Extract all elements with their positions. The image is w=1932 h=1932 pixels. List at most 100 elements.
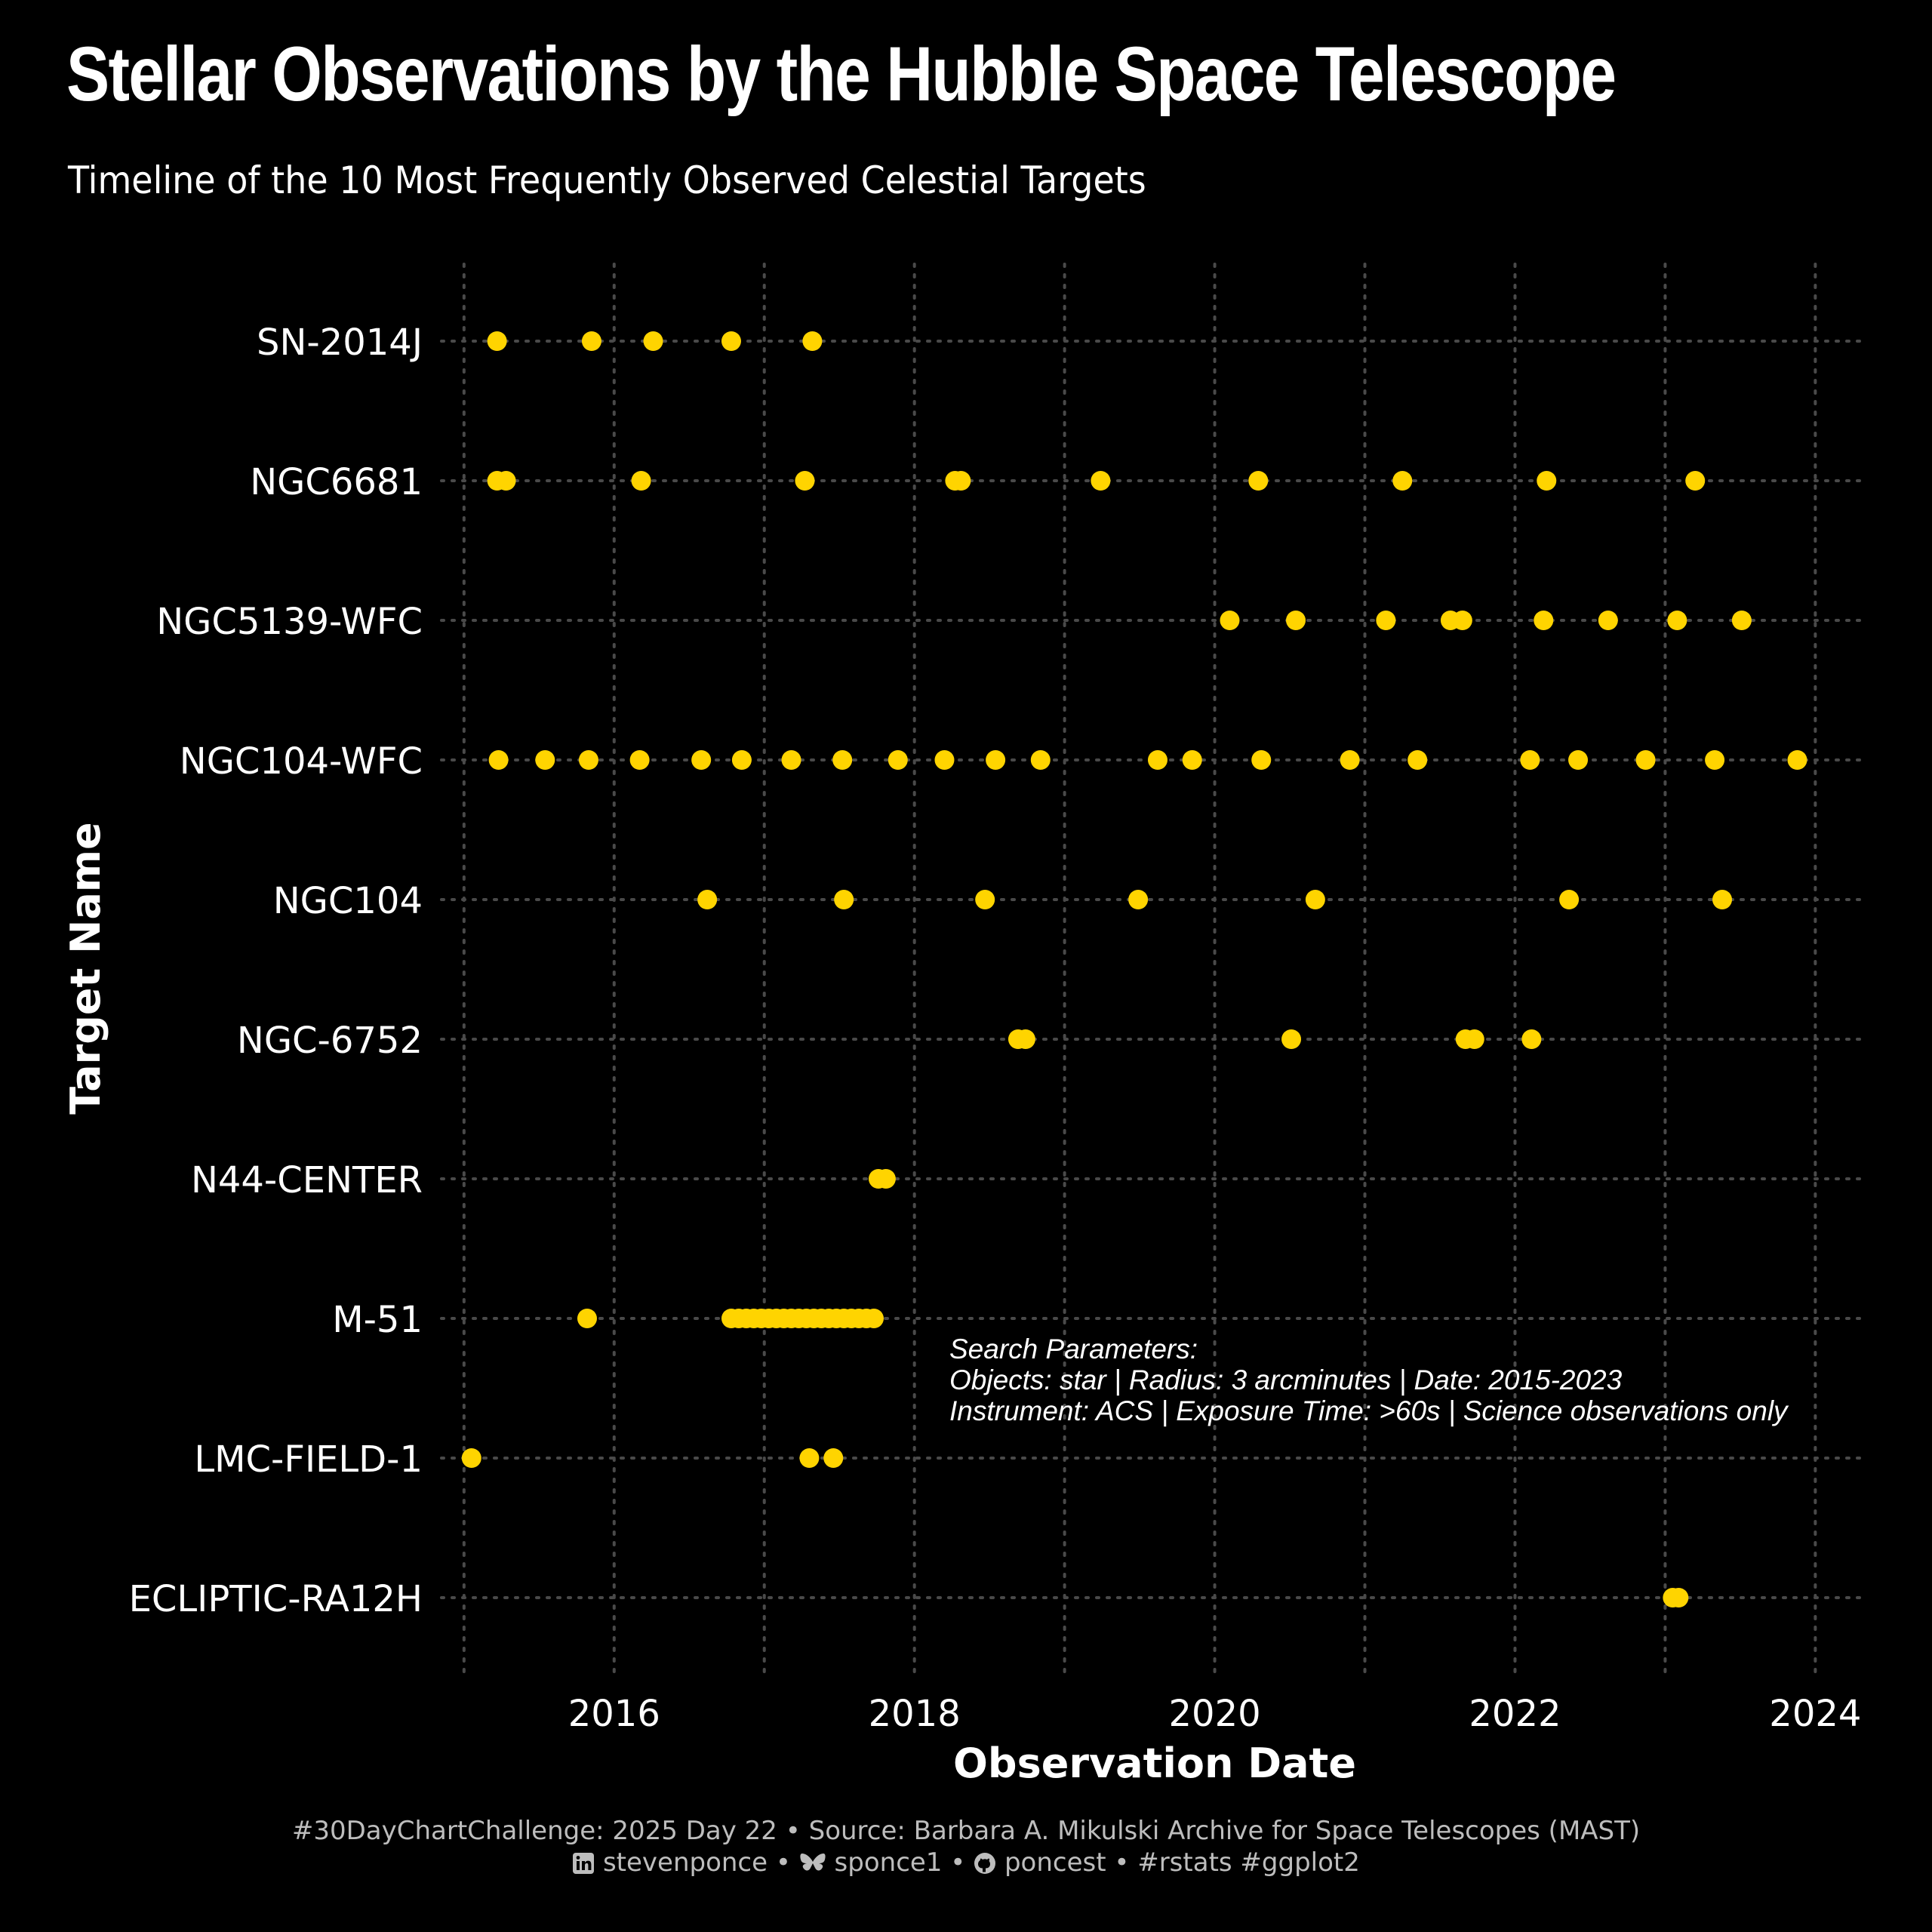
data-point [1635, 750, 1656, 770]
data-point [1030, 750, 1051, 770]
data-point [1251, 750, 1272, 770]
chart-title: Stellar Observations by the Hubble Space… [66, 31, 1617, 117]
data-point [496, 471, 516, 491]
data-point [832, 750, 853, 770]
data-point [1598, 611, 1618, 630]
data-point [1705, 750, 1725, 770]
caption-line-social: stevenponce • sponce1 • poncest • #rstat… [0, 1847, 1932, 1882]
data-point [535, 750, 555, 770]
data-point [781, 750, 801, 770]
chart-subtitle: Timeline of the 10 Most Frequently Obser… [68, 158, 1146, 202]
y-tick-label: M-51 [332, 1299, 423, 1341]
data-point [581, 331, 601, 351]
y-tick-label: SN-2014J [257, 321, 423, 364]
data-point [487, 331, 507, 351]
data-point [1534, 611, 1554, 630]
data-point [1537, 471, 1557, 491]
annotation-line: Objects: star | Radius: 3 arcminutes | D… [949, 1364, 1623, 1395]
data-point [1248, 471, 1269, 491]
annotation-line: Instrument: ACS | Exposure Time: >60s | … [949, 1395, 1789, 1426]
data-point [834, 890, 854, 909]
data-point [951, 471, 971, 491]
y-axis-tick-labels: SN-2014J NGC6681 NGC5139-WFC NGC104-WFC NGC1… [129, 321, 423, 1620]
data-point [578, 750, 598, 770]
data-point [1559, 890, 1580, 909]
data-point [1521, 1029, 1542, 1049]
data-point [643, 331, 663, 351]
data-point [1452, 611, 1472, 630]
data-point [1286, 611, 1306, 630]
data-point [631, 471, 651, 491]
bluesky-butterfly-icon [799, 1850, 826, 1882]
data-point [795, 471, 815, 491]
linkedin-icon [572, 1850, 595, 1882]
data-point [802, 331, 823, 351]
caption-separator: • [950, 1847, 966, 1878]
data-point [1340, 750, 1360, 770]
data-point [888, 750, 908, 770]
caption-separator: • [775, 1847, 791, 1878]
caption-separator: • [1114, 1847, 1130, 1878]
data-points [461, 331, 1807, 1607]
data-point [1568, 750, 1589, 770]
y-tick-label: NGC6681 [250, 461, 423, 503]
data-point [934, 750, 955, 770]
data-point [1091, 471, 1111, 491]
linkedin-handle[interactable]: stevenponce [602, 1847, 768, 1878]
bluesky-handle[interactable]: sponce1 [834, 1847, 943, 1878]
data-point [1787, 750, 1807, 770]
data-point [1128, 890, 1149, 909]
github-handle[interactable]: poncest [1004, 1847, 1106, 1878]
y-tick-label: ECLIPTIC-RA12H [129, 1578, 423, 1620]
y-tick-label: NGC5139-WFC [156, 601, 423, 643]
y-tick-label: NGC104 [273, 880, 423, 922]
data-point [1731, 611, 1752, 630]
annotation-line: Search Parameters: [949, 1334, 1198, 1364]
data-point [461, 1448, 481, 1468]
data-point [799, 1448, 820, 1468]
data-point [863, 1309, 884, 1328]
search-parameters-annotation: Search Parameters:Objects: star | Radius… [949, 1334, 1789, 1426]
x-tick-label: 2018 [869, 1693, 961, 1735]
data-point [1305, 890, 1325, 909]
caption: #30DayChartChallenge: 2025 Day 22 • Sour… [0, 1815, 1932, 1882]
x-tick-label: 2024 [1769, 1693, 1861, 1735]
data-point [488, 750, 509, 770]
y-tick-label: LMC-FIELD-1 [194, 1438, 423, 1481]
data-point [1464, 1029, 1484, 1049]
x-axis-title: Observation Date [953, 1740, 1356, 1787]
data-point [1376, 611, 1396, 630]
data-point [1220, 611, 1240, 630]
x-tick-label: 2016 [568, 1693, 660, 1735]
vertical-gridlines [462, 263, 1817, 1681]
data-point [691, 750, 712, 770]
data-point [629, 750, 650, 770]
data-point [875, 1169, 896, 1189]
y-axis-title: Target Name [62, 822, 109, 1114]
data-point [577, 1309, 597, 1328]
data-point [1392, 471, 1413, 491]
data-point [1407, 750, 1428, 770]
x-tick-label: 2020 [1169, 1693, 1261, 1735]
data-point [1669, 1588, 1689, 1607]
data-point [697, 890, 718, 909]
data-point [823, 1448, 844, 1468]
github-icon [974, 1850, 996, 1882]
caption-hashtags: #rstats #ggplot2 [1137, 1847, 1360, 1878]
data-point [1667, 611, 1687, 630]
data-point [1281, 1029, 1302, 1049]
data-point [1712, 890, 1733, 909]
data-point [986, 750, 1006, 770]
y-tick-label: NGC104-WFC [180, 740, 423, 783]
x-tick-label: 2022 [1469, 1693, 1561, 1735]
y-tick-label: NGC-6752 [237, 1020, 423, 1062]
data-point [731, 750, 752, 770]
caption-line-source: #30DayChartChallenge: 2025 Day 22 • Sour… [291, 1816, 1641, 1846]
x-axis-tick-labels: 2016 2018 2020 2022 2024 [568, 1693, 1862, 1735]
data-point [721, 331, 741, 351]
data-point [1147, 750, 1168, 770]
data-point [1685, 471, 1706, 491]
data-point [1182, 750, 1202, 770]
y-tick-label: N44-CENTER [191, 1159, 423, 1201]
